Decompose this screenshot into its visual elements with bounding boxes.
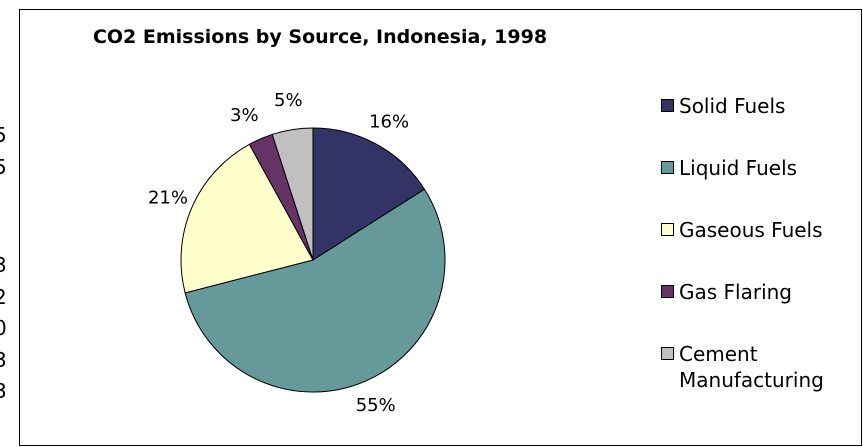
chart-frame xyxy=(19,9,862,446)
pie-percent-label: 16% xyxy=(369,112,409,133)
left-strip-fragment: 5 xyxy=(0,155,7,179)
pie-slice-solid-fuels xyxy=(312,127,426,261)
pie-slice-liquid-fuels xyxy=(184,188,446,393)
legend-label: Gas Flaring xyxy=(679,280,792,304)
left-strip-fragment: 2 xyxy=(0,285,7,309)
left-strip-fragment: 3 xyxy=(0,253,7,277)
legend-label: Solid Fuels xyxy=(679,94,786,118)
pie-percent-label: 3% xyxy=(230,105,259,126)
legend-label: Cement Manufacturing xyxy=(679,342,824,392)
legend-swatch xyxy=(661,347,674,360)
legend-label: Gaseous Fuels xyxy=(679,218,823,242)
legend-item: Liquid Fuels xyxy=(661,155,797,181)
legend-swatch xyxy=(661,161,674,174)
pie-percent-label: 21% xyxy=(148,187,188,208)
legend-item: Solid Fuels xyxy=(661,93,785,119)
legend-swatch xyxy=(661,99,674,112)
legend-swatch xyxy=(661,285,674,298)
left-strip-fragment: 0 xyxy=(0,316,7,340)
pie-percent-label: 5% xyxy=(274,90,303,111)
legend-item: Gas Flaring xyxy=(661,279,792,305)
legend-item: Gaseous Fuels xyxy=(661,217,823,243)
pie-slice-cement-manufacturing xyxy=(271,127,314,261)
left-strip-fragment: 5 xyxy=(0,123,7,147)
pie-slice-gaseous-fuels xyxy=(180,143,314,294)
pie-percent-label: 55% xyxy=(356,395,396,416)
left-strip-fragment: 3 xyxy=(0,379,7,403)
legend-swatch xyxy=(661,223,674,236)
chart-title: CO2 Emissions by Source, Indonesia, 1998 xyxy=(92,26,548,48)
left-strip-fragment: 3 xyxy=(0,348,7,372)
left-strip: 5 5 3 2 0 3 3 xyxy=(0,0,20,447)
legend-label: Liquid Fuels xyxy=(679,156,798,180)
legend-item: Cement Manufacturing xyxy=(661,341,824,393)
